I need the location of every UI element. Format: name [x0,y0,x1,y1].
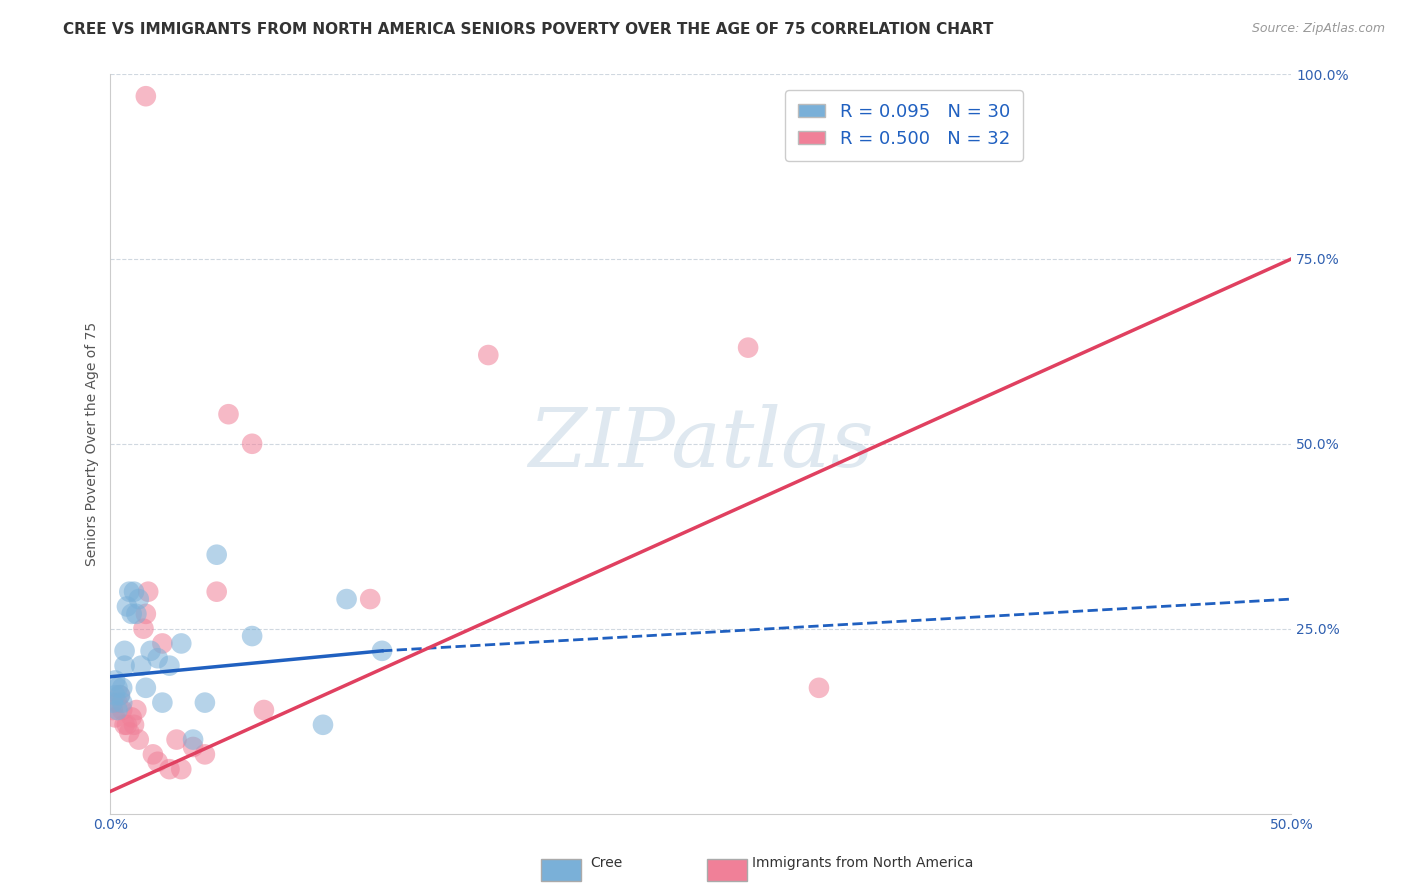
Point [253,703,276,717]
Point [159,762,181,776]
Point [101,696,124,710]
Point [104,688,127,702]
Point [132,622,155,636]
Point [312,718,335,732]
Point [128,592,150,607]
Point [122,584,145,599]
Text: Immigrants from North America: Immigrants from North America [752,855,973,870]
Text: Source: ZipAtlas.com: Source: ZipAtlas.com [1251,22,1385,36]
Point [108,688,131,702]
Point [359,592,381,607]
Point [240,437,263,451]
Point [146,651,169,665]
Point [135,681,157,695]
Point [181,739,204,754]
Point [122,718,145,732]
Point [107,681,129,695]
Point [240,629,263,643]
Point [170,762,193,776]
Point [150,696,173,710]
Point [181,732,204,747]
Point [135,607,157,621]
Point [194,747,217,762]
Point [104,673,127,688]
Point [107,703,129,717]
Text: Cree: Cree [591,855,623,870]
Text: ZIPatlas: ZIPatlas [529,404,873,483]
Point [108,688,131,702]
Point [218,407,240,421]
Point [125,703,148,717]
Point [205,548,228,562]
Point [477,348,499,362]
Point [205,584,228,599]
Point [807,681,830,695]
Point [371,644,394,658]
Point [115,718,138,732]
Point [111,696,134,710]
Text: CREE VS IMMIGRANTS FROM NORTH AMERICA SENIORS POVERTY OVER THE AGE OF 75 CORRELA: CREE VS IMMIGRANTS FROM NORTH AMERICA SE… [63,22,994,37]
Point [139,644,162,658]
Point [101,703,124,717]
Point [146,755,169,769]
Point [194,696,217,710]
Point [114,644,136,658]
Point [128,732,150,747]
Point [170,636,193,650]
Point [114,658,136,673]
Point [136,584,159,599]
Point [135,89,157,103]
Y-axis label: Seniors Poverty Over the Age of 75: Seniors Poverty Over the Age of 75 [86,322,100,566]
Point [111,681,134,695]
Point [336,592,359,607]
Point [121,607,143,621]
Point [118,584,141,599]
Point [166,732,188,747]
Point [125,607,148,621]
Point [121,710,143,724]
Point [142,747,165,762]
Point [129,658,152,673]
Point [115,599,138,614]
Point [159,658,181,673]
Point [107,696,129,710]
Point [118,725,141,739]
Point [737,341,759,355]
Point [150,636,173,650]
Legend: R = 0.095   N = 30, R = 0.500   N = 32: R = 0.095 N = 30, R = 0.500 N = 32 [786,90,1022,161]
Point [104,710,127,724]
Point [111,703,134,717]
Point [114,718,136,732]
